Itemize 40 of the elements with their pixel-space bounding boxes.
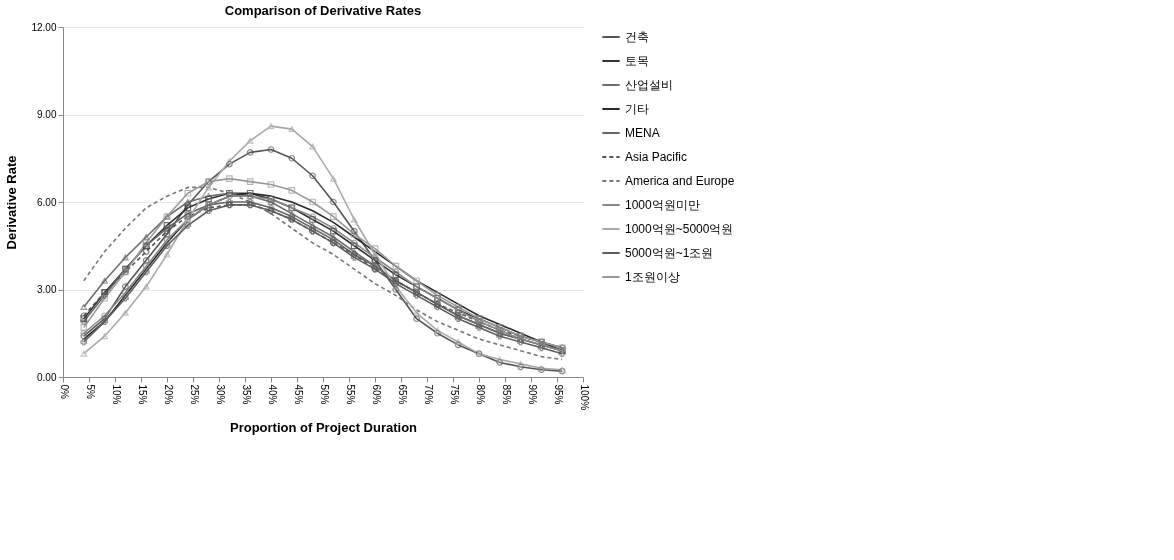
legend-label: 5000억원~1조원 (625, 246, 714, 260)
x-tick-label: 85% (500, 384, 512, 405)
x-tick-label: 60% (370, 384, 382, 405)
legend-label: 기타 (625, 102, 649, 116)
x-tick-label: 55% (344, 384, 356, 405)
legend-label: 1000억원미만 (625, 198, 700, 212)
x-tick-label: 50% (318, 384, 330, 405)
legend-label: America and Europe (625, 174, 735, 188)
x-tick-label: 40% (266, 384, 278, 405)
legend-label: 산업설비 (625, 78, 673, 92)
legend-label: 건축 (625, 30, 649, 44)
legend-label: Asia Pacific (625, 150, 688, 164)
x-tick-label: 0% (58, 384, 70, 400)
x-tick-label: 80% (474, 384, 486, 405)
legend-label: 1조원이상 (625, 270, 680, 284)
chart-title: Comparison of Derivative Rates (224, 3, 422, 18)
x-axis-title: Proportion of Project Duration (229, 420, 418, 436)
x-tick-label: 10% (110, 384, 122, 405)
x-tick-label: 35% (240, 384, 252, 405)
y-axis-title: Derivative Rate (4, 155, 20, 250)
legend-label: 토목 (625, 54, 649, 68)
x-tick-label: 5% (84, 384, 96, 400)
x-tick-label: 20% (162, 384, 174, 405)
x-tick-label: 90% (526, 384, 538, 405)
x-tick-label: 30% (214, 384, 226, 405)
y-tick-label: 9.00 (37, 109, 57, 120)
x-tick-label: 75% (448, 384, 460, 405)
x-tick-label: 95% (552, 384, 564, 405)
x-tick-label: 100% (578, 384, 590, 411)
y-tick-label: 0.00 (37, 371, 57, 383)
y-tick-label: 12.00 (31, 21, 57, 33)
x-tick-label: 15% (136, 384, 148, 405)
x-tick-label: 65% (396, 384, 408, 405)
x-tick-label: 70% (422, 384, 434, 405)
legend-label: MENA (625, 126, 660, 140)
legend-label: 1000억원~5000억원 (625, 222, 734, 236)
y-tick-label: 6.00 (37, 196, 57, 208)
x-tick-label: 25% (188, 384, 200, 405)
y-tick-label: 3.00 (37, 284, 57, 295)
x-tick-label: 45% (292, 384, 304, 405)
